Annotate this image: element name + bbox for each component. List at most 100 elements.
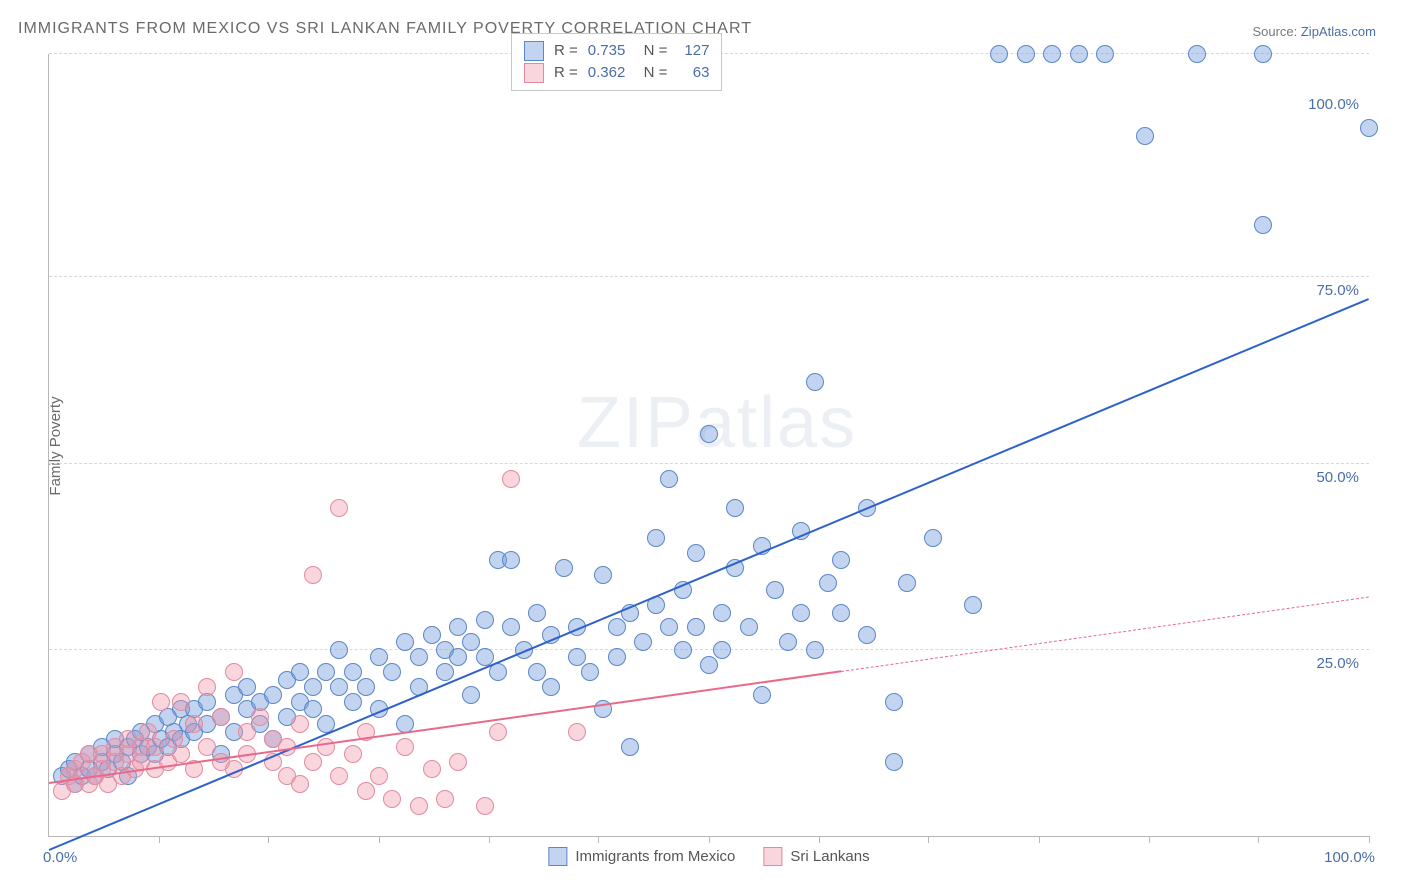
legend-n-value: 127 — [677, 40, 709, 62]
data-point — [304, 700, 322, 718]
source-attribution: Source: ZipAtlas.com — [1252, 24, 1376, 39]
scatter-plot-area: ZIPatlas 25.0%50.0%75.0%100.0%0.0%100.0%… — [48, 54, 1369, 837]
x-tick — [1149, 836, 1150, 843]
legend-r-label: R = — [554, 62, 578, 84]
legend-swatch — [524, 41, 544, 61]
correlation-legend: R = 0.735 N = 127R = 0.362 N = 63 — [511, 33, 722, 91]
data-point — [885, 753, 903, 771]
data-point — [502, 618, 520, 636]
legend-r-value: 0.362 — [588, 62, 626, 84]
x-tick — [1039, 836, 1040, 843]
data-point — [700, 656, 718, 674]
data-point — [344, 745, 362, 763]
data-point — [436, 790, 454, 808]
data-point — [660, 618, 678, 636]
data-point — [608, 648, 626, 666]
data-point — [555, 559, 573, 577]
data-point — [449, 753, 467, 771]
data-point — [291, 775, 309, 793]
x-tick — [1258, 836, 1259, 843]
gridline — [49, 649, 1369, 650]
data-point — [687, 544, 705, 562]
data-point — [1360, 119, 1378, 137]
source-link[interactable]: ZipAtlas.com — [1301, 24, 1376, 39]
legend-label: Immigrants from Mexico — [575, 848, 735, 865]
data-point — [476, 611, 494, 629]
x-tick — [379, 836, 380, 843]
data-point — [1043, 45, 1061, 63]
data-point — [964, 596, 982, 614]
data-point — [700, 425, 718, 443]
data-point — [225, 663, 243, 681]
data-point — [753, 686, 771, 704]
data-point — [713, 604, 731, 622]
x-tick — [489, 836, 490, 843]
legend-swatch — [763, 847, 782, 866]
data-point — [542, 678, 560, 696]
data-point — [383, 790, 401, 808]
data-point — [806, 373, 824, 391]
data-point — [1254, 45, 1272, 63]
data-point — [423, 760, 441, 778]
data-point — [449, 618, 467, 636]
legend-row: R = 0.362 N = 63 — [524, 62, 709, 84]
data-point — [304, 753, 322, 771]
x-tick — [159, 836, 160, 843]
data-point — [885, 693, 903, 711]
data-point — [370, 648, 388, 666]
y-tick-label: 75.0% — [1316, 282, 1359, 299]
legend-swatch — [524, 63, 544, 83]
data-point — [357, 782, 375, 800]
data-point — [634, 633, 652, 651]
data-point — [264, 686, 282, 704]
data-point — [502, 551, 520, 569]
legend-row: R = 0.735 N = 127 — [524, 40, 709, 62]
data-point — [806, 641, 824, 659]
data-point — [792, 604, 810, 622]
source-prefix: Source: — [1252, 24, 1300, 39]
data-point — [198, 738, 216, 756]
data-point — [819, 574, 837, 592]
data-point — [436, 663, 454, 681]
data-point — [726, 499, 744, 517]
data-point — [330, 641, 348, 659]
legend-n-value: 63 — [677, 62, 709, 84]
data-point — [832, 551, 850, 569]
legend-swatch — [548, 847, 567, 866]
data-point — [581, 663, 599, 681]
data-point — [198, 678, 216, 696]
x-tick — [268, 836, 269, 843]
data-point — [687, 618, 705, 636]
data-point — [330, 499, 348, 517]
x-tick — [709, 836, 710, 843]
legend-n-label: N = — [635, 62, 667, 84]
data-point — [766, 581, 784, 599]
data-point — [476, 797, 494, 815]
legend-n-label: N = — [635, 40, 667, 62]
data-point — [410, 797, 428, 815]
data-point — [330, 678, 348, 696]
data-point — [172, 693, 190, 711]
data-point — [594, 566, 612, 584]
data-point — [832, 604, 850, 622]
data-point — [1096, 45, 1114, 63]
data-point — [357, 678, 375, 696]
data-point — [1017, 45, 1035, 63]
trend-line — [841, 597, 1369, 672]
data-point — [317, 738, 335, 756]
x-tick — [819, 836, 820, 843]
x-tick-label: 0.0% — [43, 849, 77, 866]
legend-r-value: 0.735 — [588, 40, 626, 62]
data-point — [212, 708, 230, 726]
data-point — [344, 663, 362, 681]
series-legend: Immigrants from MexicoSri Lankans — [548, 847, 869, 866]
legend-item: Immigrants from Mexico — [548, 847, 735, 866]
data-point — [502, 470, 520, 488]
data-point — [146, 738, 164, 756]
data-point — [528, 663, 546, 681]
data-point — [304, 566, 322, 584]
y-tick-label: 100.0% — [1308, 96, 1359, 113]
x-tick — [928, 836, 929, 843]
data-point — [238, 678, 256, 696]
data-point — [621, 738, 639, 756]
